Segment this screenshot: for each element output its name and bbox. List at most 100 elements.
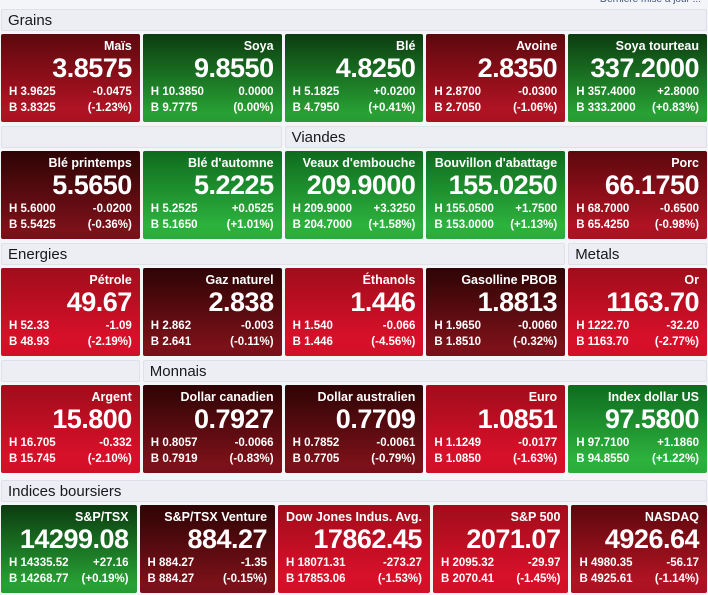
change-value: -0.0066 <box>234 437 274 449</box>
high-label: H <box>150 203 160 215</box>
high-value: 1.1249 <box>445 437 482 449</box>
instrument-name: S&P/TSX Venture <box>164 510 268 524</box>
low-label: B <box>576 219 585 231</box>
high-value: 884.27 <box>159 557 195 569</box>
change-percent: (-1.45%) <box>516 573 561 585</box>
low-label: B <box>292 219 301 231</box>
change-value: +27.16 <box>93 557 129 569</box>
tile-petrole[interactable]: Pétrole 49.67 H 52.33 -1.09 B 48.93 (-2.19… <box>1 268 140 356</box>
change-value: -0.0061 <box>376 437 416 449</box>
tile-euro[interactable]: Euro 1.0851 H 1.1249 -0.0177 B 1.0850 (-1.… <box>426 385 566 473</box>
section-header-metals: Metals <box>568 243 707 265</box>
high-value: 10.3850 <box>162 86 204 98</box>
section-header-grains: Grains <box>1 9 707 31</box>
change-value: -0.003 <box>240 320 274 332</box>
low-value: 17853.06 <box>297 573 346 585</box>
change-value: +0.0200 <box>373 86 416 98</box>
high-label: H <box>9 557 18 569</box>
tile-index-dollar-us[interactable]: Index dollar US 97.5800 H 97.7100 +1.1860… <box>568 385 707 473</box>
low-label: B <box>576 453 585 465</box>
tile-veaux-embouche[interactable]: Veaux d'embouche 209.9000 H 209.9000 +3.3… <box>284 151 424 239</box>
tile-soya[interactable]: Soya 9.8550 H 10.3850 0.0000 B 9.7775 (0.0… <box>142 34 282 122</box>
low-label: B <box>150 219 160 231</box>
low-value: 1.446 <box>304 336 333 348</box>
low-value: 1163.70 <box>587 336 629 348</box>
instrument-name: Blé d'automne <box>187 156 274 170</box>
tile-mais[interactable]: Maïs 3.8575 H 3.9625 -0.0475 B 3.8325 (-1.… <box>1 34 140 122</box>
instrument-name: Dollar canadien <box>180 390 274 404</box>
low-label: B <box>150 102 160 114</box>
change-percent: (-0.98%) <box>654 219 699 231</box>
high-label: H <box>9 86 18 98</box>
instrument-name: Soya <box>243 39 274 53</box>
high-value: 209.9000 <box>304 203 353 215</box>
low-label: B <box>9 336 18 348</box>
high-value: 5.1825 <box>304 86 340 98</box>
high-label: H <box>286 557 295 569</box>
high-label: H <box>576 320 585 332</box>
high-label: H <box>292 320 301 332</box>
high-value: 1.540 <box>304 320 333 332</box>
high-value: 1222.70 <box>587 320 630 332</box>
low-value: 94.8550 <box>587 453 630 465</box>
tile-sptsx-venture[interactable]: S&P/TSX Venture 884.27 H 884.27 -1.35 B 8… <box>139 505 276 593</box>
change-value: +2.8000 <box>657 86 699 98</box>
last-price: 4.8250 <box>335 53 416 84</box>
instrument-name: Gasolline PBOB <box>461 273 558 287</box>
instrument-name: Porc <box>671 156 699 170</box>
tile-ble-automne[interactable]: Blé d'automne 5.2225 H 5.2525 +0.0525 B 5… <box>142 151 282 239</box>
low-label: B <box>576 336 585 348</box>
high-value: 2.8700 <box>445 86 482 98</box>
tile-bouvillon-abattage[interactable]: Bouvillon d'abattage 155.0250 H 155.0500… <box>426 151 566 239</box>
high-value: 68.7000 <box>587 203 630 215</box>
tile-porc[interactable]: Porc 66.1750 H 68.7000 -0.6500 B 65.4250 (… <box>568 151 707 239</box>
low-value: 204.7000 <box>304 219 353 231</box>
change-value: -0.0177 <box>518 437 558 449</box>
tile-ethanols[interactable]: Éthanols 1.446 H 1.540 -0.066 B 1.446 (-4.… <box>284 268 424 356</box>
change-value: -273.27 <box>382 557 422 569</box>
tile-argent[interactable]: Argent 15.800 H 16.705 -0.332 B 15.745 (-2… <box>1 385 140 473</box>
tile-gasolline-pbob[interactable]: Gasolline PBOB 1.8813 H 1.9650 -0.0060 B … <box>426 268 566 356</box>
tile-ble-printemps[interactable]: Blé printemps 5.5650 H 5.6000 -0.0200 B 5… <box>1 151 140 239</box>
change-value: 0.0000 <box>238 86 274 98</box>
instrument-name: Argent <box>91 390 132 404</box>
high-label: H <box>9 203 18 215</box>
low-value: 1.0850 <box>445 453 482 465</box>
tile-dollar-australien[interactable]: Dollar australien 0.7709 H 0.7852 -0.0061… <box>284 385 424 473</box>
tile-or[interactable]: Or 1163.70 H 1222.70 -32.20 B 1163.70 (-2.… <box>568 268 707 356</box>
high-value: 16.705 <box>20 437 56 449</box>
tile-dollar-canadien[interactable]: Dollar canadien 0.7927 H 0.8057 -0.0066 B… <box>142 385 282 473</box>
high-label: H <box>576 437 585 449</box>
tile-gaz-naturel[interactable]: Gaz naturel 2.838 H 2.862 -0.003 B 2.641 (… <box>142 268 282 356</box>
high-value: 18071.31 <box>297 557 346 569</box>
last-price: 2.8350 <box>477 53 558 84</box>
note-strip: Dernière mise à jour ... <box>1 0 707 9</box>
last-price: 4926.64 <box>604 524 700 555</box>
last-price: 17862.45 <box>313 524 422 555</box>
low-label: B <box>434 336 443 348</box>
low-value: 48.93 <box>20 336 50 348</box>
instrument-name: Dow Jones Indus. Avg. <box>286 510 422 524</box>
tile-sptsx[interactable]: S&P/TSX 14299.08 H 14335.52 +27.16 B 1426… <box>1 505 137 593</box>
last-price: 97.5800 <box>604 404 700 435</box>
last-update-note: Dernière mise à jour ... <box>600 0 701 5</box>
instrument-name: S&P/TSX <box>75 510 129 524</box>
last-price: 1163.70 <box>606 287 699 318</box>
change-percent: (-2.19%) <box>87 336 132 348</box>
high-value: 2095.32 <box>452 557 495 569</box>
high-label: H <box>434 320 443 332</box>
section-header-viandes: Viandes <box>284 126 707 148</box>
change-percent: (-2.10%) <box>87 453 132 465</box>
tile-dow-jones[interactable]: Dow Jones Indus. Avg. 17862.45 H 18071.3… <box>278 505 430 593</box>
instrument-name: Gaz naturel <box>205 273 274 287</box>
instrument-name: Or <box>684 273 699 287</box>
tile-nasdaq[interactable]: NASDAQ 4926.64 H 4980.35 -56.17 B 4925.61… <box>571 505 707 593</box>
change-value: -1.35 <box>240 557 268 569</box>
tile-sp500[interactable]: S&P 500 2071.07 H 2095.32 -29.97 B 2070.4… <box>432 505 569 593</box>
tile-soya-tourteau[interactable]: Soya tourteau 337.2000 H 357.4000 +2.8000… <box>568 34 707 122</box>
tile-avoine[interactable]: Avoine 2.8350 H 2.8700 -0.0300 B 2.7050 (-… <box>426 34 566 122</box>
low-label: B <box>9 573 18 585</box>
low-label: B <box>434 102 443 114</box>
tile-ble[interactable]: Blé 4.8250 H 5.1825 +0.0200 B 4.7950 (+0.4… <box>284 34 424 122</box>
instrument-name: Maïs <box>104 39 132 53</box>
